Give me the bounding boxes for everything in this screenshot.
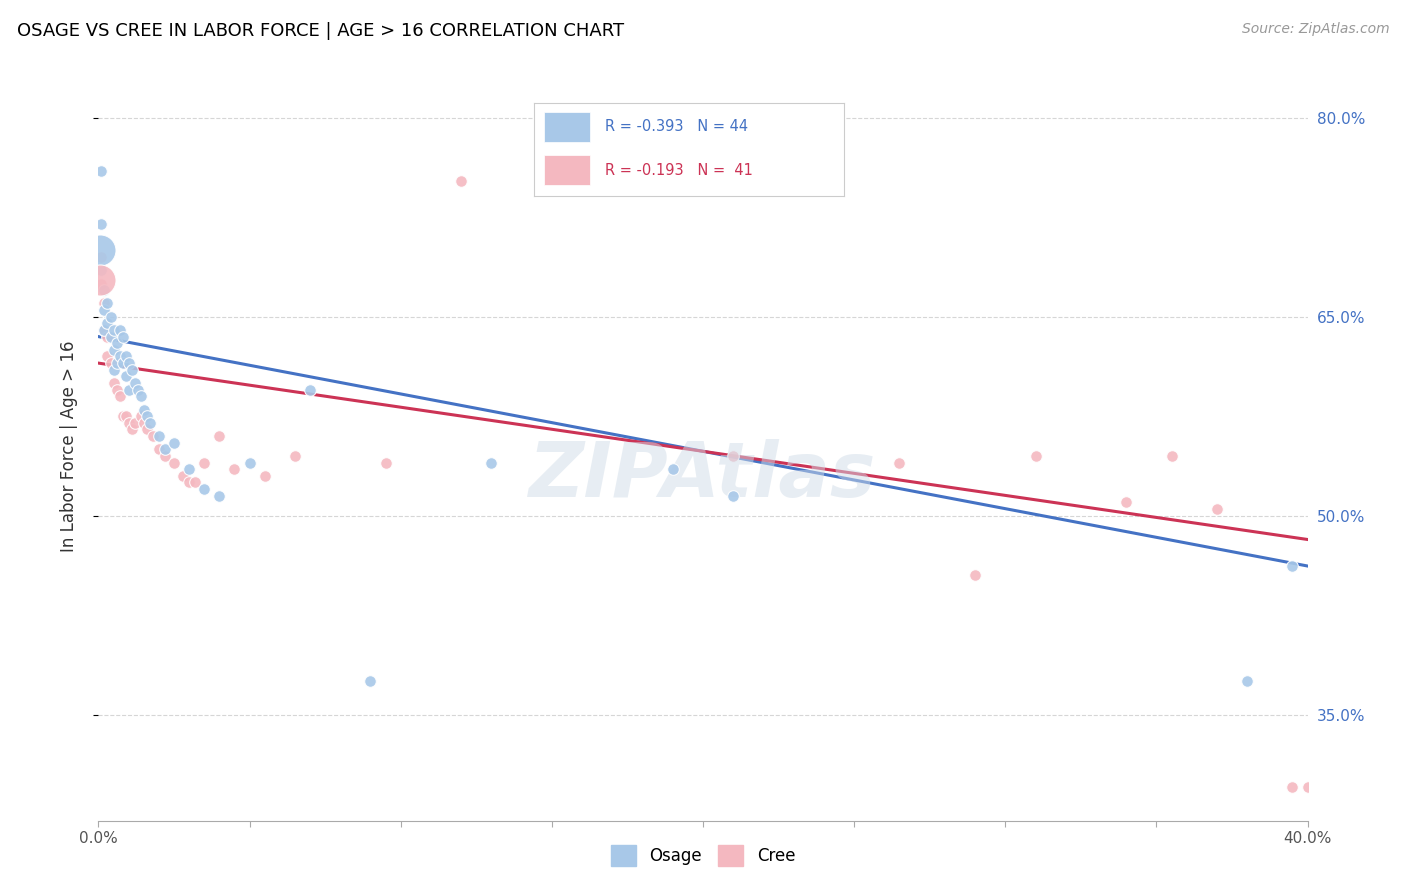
Point (284, 449, 307, 463)
Point (93, 303, 115, 318)
Point (179, 475, 201, 490)
Point (90, 277, 112, 291)
Point (100, 310, 122, 324)
Point (121, 363, 143, 377)
Point (163, 435, 186, 450)
Point (89, 272, 111, 286)
Point (1206, 502, 1229, 516)
Point (103, 323, 125, 337)
Point (103, 376, 125, 390)
Point (184, 475, 207, 490)
Point (153, 449, 176, 463)
Point (90, 164, 112, 178)
Point (114, 409, 136, 424)
Legend: Osage, Cree: Osage, Cree (605, 838, 801, 872)
Point (723, 449, 745, 463)
Point (129, 409, 152, 424)
Point (129, 389, 152, 403)
Point (90, 250, 112, 264)
Point (253, 468, 276, 483)
Point (889, 456, 911, 470)
Point (208, 429, 231, 443)
Point (148, 429, 170, 443)
Point (148, 442, 170, 457)
Point (111, 329, 134, 343)
Text: Source: ZipAtlas.com: Source: ZipAtlas.com (1241, 22, 1389, 37)
Point (661, 462, 683, 476)
Point (118, 356, 141, 370)
Point (132, 402, 155, 417)
Point (103, 343, 125, 357)
Point (111, 409, 134, 424)
Point (93, 323, 115, 337)
Point (103, 363, 125, 377)
Point (105, 336, 128, 351)
Point (100, 356, 122, 370)
Text: R = -0.393   N = 44: R = -0.393 N = 44 (606, 120, 748, 135)
Point (96, 296, 118, 310)
Point (124, 376, 146, 390)
Point (360, 674, 382, 689)
Point (481, 456, 503, 470)
Point (93, 323, 115, 337)
Point (450, 174, 472, 188)
Point (153, 442, 176, 457)
Point (93, 296, 115, 310)
Point (1115, 495, 1137, 509)
Point (96, 329, 118, 343)
Point (135, 409, 157, 424)
Point (374, 456, 396, 470)
Point (723, 489, 745, 503)
Text: OSAGE VS CREE IN LABOR FORCE | AGE > 16 CORRELATION CHART: OSAGE VS CREE IN LABOR FORCE | AGE > 16 … (17, 22, 624, 40)
Point (118, 416, 141, 430)
Point (1236, 674, 1258, 689)
Y-axis label: In Labor Force | Age > 16: In Labor Force | Age > 16 (59, 340, 77, 552)
Point (1281, 559, 1303, 574)
Point (172, 468, 194, 483)
Point (90, 217, 112, 231)
Point (299, 383, 322, 397)
Point (1160, 449, 1182, 463)
Point (89, 244, 111, 258)
Point (127, 383, 149, 397)
Point (108, 323, 131, 337)
Point (108, 389, 131, 403)
Text: R = -0.193   N =  41: R = -0.193 N = 41 (606, 162, 754, 178)
Point (114, 369, 136, 384)
Point (1296, 780, 1319, 795)
Point (118, 383, 141, 397)
Point (179, 462, 201, 476)
FancyBboxPatch shape (544, 155, 591, 185)
Point (124, 416, 146, 430)
Point (965, 568, 987, 582)
Point (96, 350, 118, 364)
FancyBboxPatch shape (544, 112, 591, 142)
Point (224, 462, 246, 476)
Point (96, 316, 118, 330)
Point (135, 422, 157, 436)
Point (193, 456, 215, 470)
Point (105, 383, 128, 397)
Point (90, 263, 112, 277)
Point (142, 429, 165, 443)
Point (132, 416, 155, 430)
Text: ZIPAtlas: ZIPAtlas (529, 439, 877, 513)
Point (121, 422, 143, 436)
Point (239, 456, 262, 470)
Point (193, 482, 215, 496)
Point (105, 356, 128, 370)
Point (208, 489, 231, 503)
Point (93, 283, 115, 297)
Point (111, 356, 134, 370)
Point (114, 350, 136, 364)
Point (108, 350, 131, 364)
Point (1024, 449, 1046, 463)
Point (163, 456, 186, 470)
Point (139, 416, 162, 430)
Point (1281, 780, 1303, 795)
Point (100, 329, 122, 343)
